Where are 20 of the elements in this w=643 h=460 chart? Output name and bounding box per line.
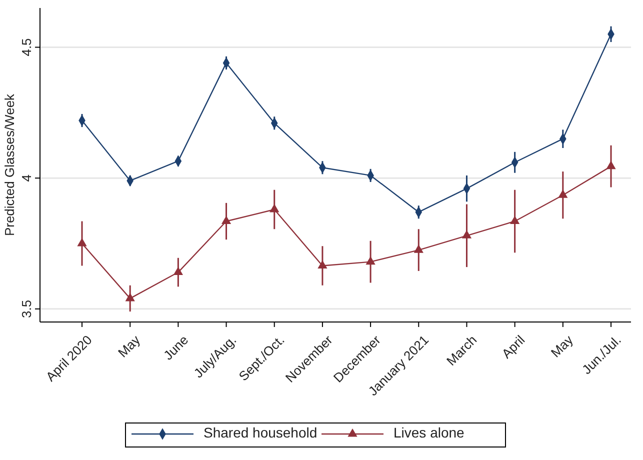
point bbox=[270, 204, 280, 212]
point bbox=[77, 238, 87, 246]
point bbox=[125, 292, 135, 302]
point bbox=[173, 266, 183, 276]
point bbox=[221, 216, 232, 224]
legend-label: Shared household bbox=[204, 424, 318, 441]
y-axis-title: Predicted Glasses/Week bbox=[2, 93, 17, 236]
y-tick-label: 4.5 bbox=[19, 38, 34, 56]
point bbox=[366, 256, 376, 265]
point bbox=[462, 230, 472, 238]
y-tick-label: 3.5 bbox=[19, 300, 34, 318]
point bbox=[606, 160, 616, 170]
y-tick-label: 4 bbox=[19, 174, 34, 182]
point bbox=[318, 260, 328, 269]
point bbox=[414, 244, 424, 253]
point bbox=[510, 216, 520, 224]
point bbox=[558, 190, 568, 198]
x-tick-label: May bbox=[115, 332, 144, 360]
legend-label: Lives alone bbox=[394, 424, 465, 441]
x-tick-label: May bbox=[548, 332, 576, 360]
